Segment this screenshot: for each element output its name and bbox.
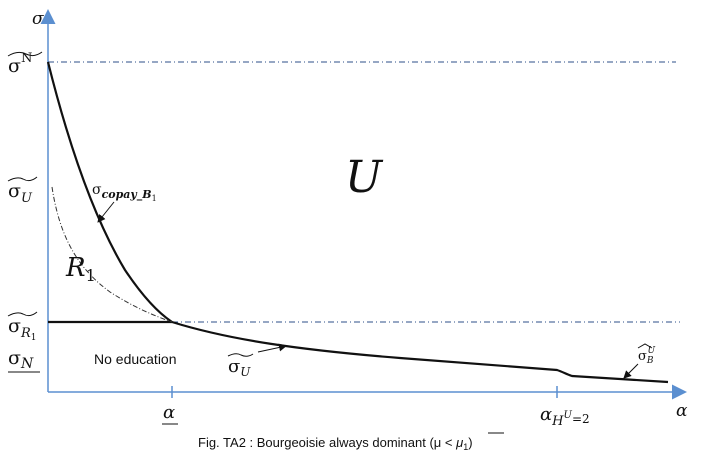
x-label: α — [163, 402, 175, 423]
region-no-education: No education — [94, 351, 177, 367]
caption: Fig. TA2 : Bourgeoisie always dominant (… — [198, 435, 473, 452]
tilde — [7, 311, 38, 317]
x-label: αHU=2 — [540, 404, 590, 429]
r1-curve — [51, 186, 173, 323]
tilde — [7, 176, 38, 182]
curve-label: σBU — [638, 346, 656, 366]
y-label: σU — [8, 180, 33, 206]
sigma-u-curve — [171, 320, 669, 384]
arrow — [257, 343, 287, 353]
x-axis-label: α — [676, 401, 688, 421]
y-label: σN — [8, 347, 34, 372]
tilde — [227, 353, 254, 357]
y-label: σR1 — [8, 315, 37, 343]
arrow — [97, 201, 115, 223]
curve-label: σU — [228, 356, 251, 379]
curve-label: σcopay_B1 — [92, 182, 157, 203]
y-label: σN — [8, 51, 32, 77]
tilde — [7, 51, 43, 57]
arrow — [623, 363, 639, 379]
region-r1: R1 — [65, 253, 96, 285]
region-u: U — [345, 152, 384, 203]
hat — [637, 343, 653, 349]
copay-curve — [46, 61, 173, 323]
y-axis-label: σ — [32, 9, 44, 29]
